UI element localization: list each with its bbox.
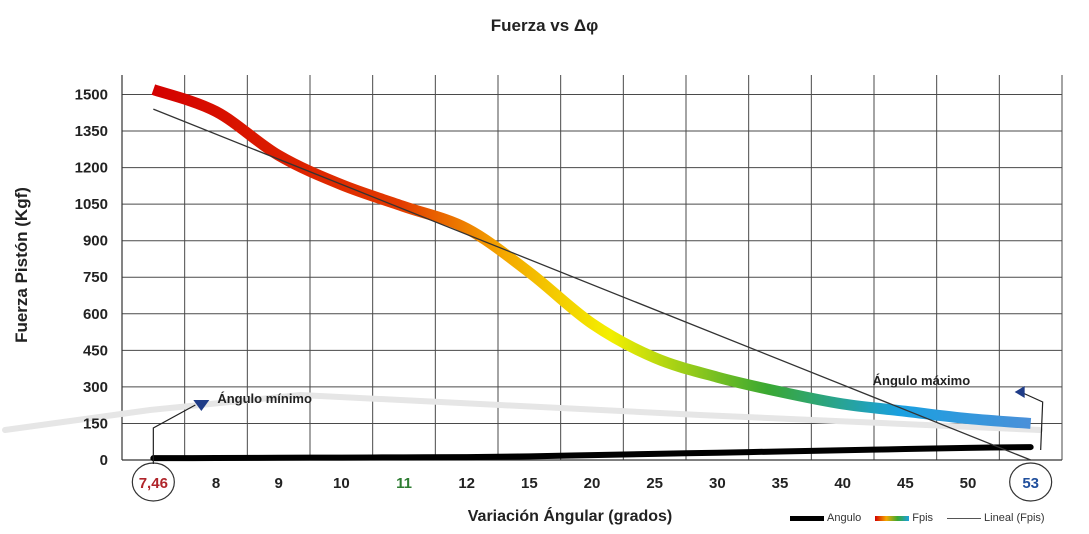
legend-item-fpis: Fpis (875, 512, 933, 524)
y-tick-label: 600 (83, 306, 108, 323)
annotation-min-leader (152, 404, 196, 464)
x-tick-label: 8 (212, 475, 220, 492)
y-tick-label: 150 (83, 415, 108, 432)
x-tick-label: 10 (333, 475, 350, 492)
x-tick-circle (1009, 462, 1053, 502)
legend-swatch-angulo (790, 515, 824, 521)
annotation-max-arrow-icon (1014, 386, 1025, 398)
annotation-max-leader (1020, 391, 1044, 451)
y-tick-label: 1500 (75, 86, 108, 103)
y-axis-label: Fuerza Pistón (Kgf) (12, 187, 31, 343)
annotations: Ángulo mínimo Ángulo máximo (152, 373, 1044, 464)
x-tick-label: 30 (709, 475, 726, 492)
series-fpis-line (151, 84, 1032, 429)
x-tick-label: 15 (521, 475, 538, 492)
x-tick-label: 53 (1022, 475, 1039, 492)
ghost-curve-line (2, 391, 1043, 433)
ghost-curve (2, 391, 1043, 433)
x-tick-label: 12 (458, 475, 475, 492)
legend-item-lineal: Lineal (Fpis) (947, 512, 1045, 524)
legend-label-angulo: Angulo (827, 512, 862, 524)
y-tick-label: 1200 (75, 160, 108, 177)
series-lineal-line (153, 108, 1031, 461)
chart-title: Fuerza vs Δφ (490, 16, 599, 35)
x-tick-label: 40 (834, 475, 851, 492)
legend-label-lineal: Lineal (Fpis) (984, 512, 1045, 524)
y-tick-label: 900 (83, 233, 108, 250)
y-tick-label: 1350 (75, 123, 108, 140)
legend-item-angulo: Angulo (790, 512, 861, 524)
y-tick-label: 750 (83, 269, 108, 286)
x-tick-label: 9 (274, 475, 282, 492)
y-tick-label: 0 (100, 452, 108, 469)
x-tick-label: 25 (646, 475, 663, 492)
annotation-max-label: Ángulo máximo (873, 373, 971, 388)
y-tick-label: 1050 (75, 196, 108, 213)
x-tick-label: 45 (897, 475, 914, 492)
y-tick-label: 450 (83, 342, 108, 359)
x-tick-label: 7,46 (139, 475, 168, 492)
legend-swatch-lineal (947, 517, 982, 519)
x-tick-label: 35 (772, 475, 789, 492)
annotation-min-arrow-icon (193, 400, 210, 411)
x-axis-label: Variación Ángular (grados) (467, 508, 673, 525)
x-tick-label: 20 (584, 475, 601, 492)
legend: Angulo Fpis Lineal (Fpis) (790, 512, 1053, 524)
legend-swatch-fpis (875, 515, 910, 521)
annotation-min-label: Ángulo mínimo (217, 391, 312, 406)
x-tick-label: 50 (960, 475, 977, 492)
series-angulo-line (150, 444, 1034, 462)
series-lines (150, 84, 1034, 462)
x-tick-label: 11 (396, 475, 412, 492)
legend-label-fpis: Fpis (912, 512, 934, 524)
y-tick-label: 300 (83, 379, 108, 396)
